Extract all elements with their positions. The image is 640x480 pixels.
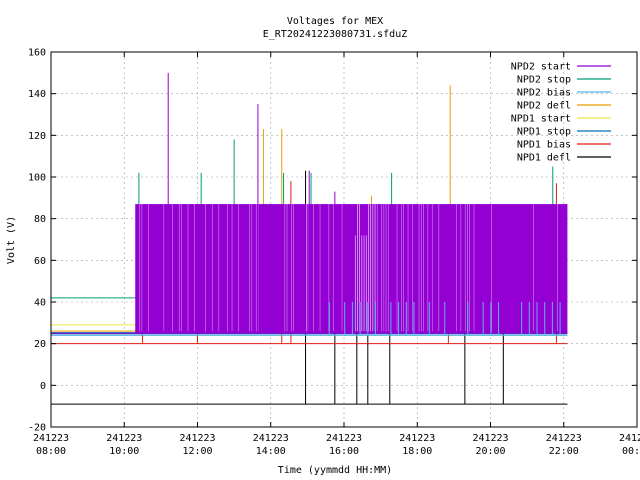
legend: NPD2 start NPD2 stop NPD2 bias NPD2 defl NPD… (511, 62, 611, 164)
chart-title: Voltages for MEX (287, 16, 383, 27)
series-layer (51, 72, 568, 405)
x-axis-label: Time (yymmdd HH:MM) (278, 465, 392, 476)
x-tick-time: 22:00 (549, 446, 579, 457)
y-tick-label: 160 (28, 48, 46, 59)
legend-label: NPD2 start (511, 62, 571, 73)
series-npd2-bias-spikes (328, 302, 561, 336)
x-tick-time: 18:00 (402, 446, 432, 457)
x-tick-time: 00:00 (622, 446, 640, 457)
x-tick-time: 10:00 (109, 446, 139, 457)
x-tick-date: 241223 (106, 433, 142, 444)
legend-label: NPD2 stop (517, 75, 571, 86)
y-tick-label: -20 (28, 423, 46, 434)
x-tick-date: 241224 (619, 433, 640, 444)
legend-label: NPD1 start (511, 114, 571, 125)
y-tick-label: 40 (34, 298, 46, 309)
y-tick-label: 120 (28, 131, 46, 142)
x-tick-time: 20:00 (475, 446, 505, 457)
y-tick-label: 60 (34, 256, 46, 267)
y-axis-label: Volt (V) (6, 216, 17, 264)
series-band (135, 204, 568, 334)
y-tick-label: 0 (40, 381, 46, 392)
legend-label: NPD2 bias (517, 88, 571, 99)
legend-label: NPD1 bias (517, 140, 571, 151)
legend-label: NPD1 defl (517, 153, 571, 164)
x-tick-time: 16:00 (329, 446, 359, 457)
legend-label: NPD1 stop (517, 127, 571, 138)
x-tick-time: 08:00 (36, 446, 66, 457)
x-tick-date: 241223 (253, 433, 289, 444)
y-tick-label: 20 (34, 339, 46, 350)
y-tick-label: 80 (34, 214, 46, 225)
x-tick-date: 241223 (179, 433, 215, 444)
x-tick-date: 241223 (472, 433, 508, 444)
series-npd2-start (51, 72, 568, 334)
x-tick-time: 12:00 (182, 446, 212, 457)
chart-subtitle: E_RT20241223080731.sfduZ (263, 29, 408, 40)
x-tick-date: 241223 (326, 433, 362, 444)
x-tick-time: 14:00 (256, 446, 286, 457)
x-tick-date: 241223 (399, 433, 435, 444)
y-tick-label: 140 (28, 89, 46, 100)
x-tick-date: 241223 (546, 433, 582, 444)
x-tick-date: 241223 (33, 433, 69, 444)
y-tick-label: 100 (28, 173, 46, 184)
axis-layer: 160140120100806040200-2024122308:0024122… (28, 48, 640, 458)
legend-label: NPD2 defl (517, 101, 571, 112)
